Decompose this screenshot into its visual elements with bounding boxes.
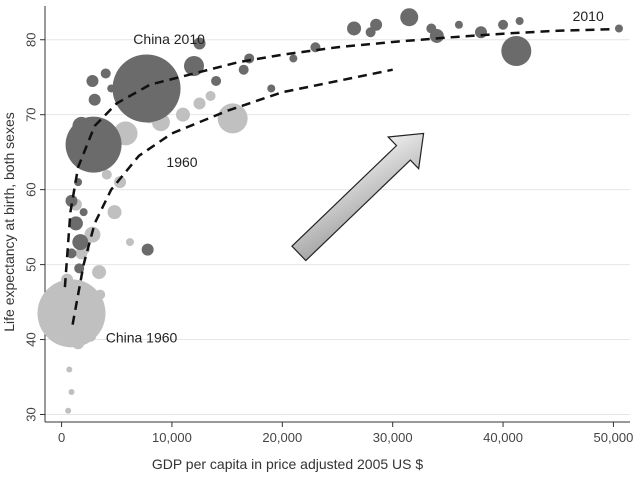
data-point-1960 (68, 389, 75, 396)
y-tick-label: 50 (23, 257, 38, 271)
data-point-2010 (289, 54, 298, 63)
data-point-1960 (72, 337, 85, 350)
data-point-2010 (426, 23, 437, 34)
data-point-1960 (65, 407, 72, 414)
data-point-2010 (86, 74, 99, 87)
x-tick-label: 20,000 (262, 430, 302, 445)
data-point-2010 (614, 24, 623, 33)
data-point-2010 (107, 84, 116, 93)
data-point-1960 (87, 294, 96, 303)
data-point-1960 (66, 366, 73, 373)
x-tick-label: 30,000 (373, 430, 413, 445)
data-point-2010 (65, 194, 78, 207)
data-point-2010 (193, 37, 206, 50)
data-point-2010 (515, 16, 524, 25)
data-point-1960 (114, 176, 127, 189)
trend-arrow (291, 132, 425, 262)
data-point-1960 (84, 329, 97, 342)
data-point-2010 (400, 8, 419, 27)
annotation-label: China 1960 (106, 330, 178, 346)
trend-line-1960 (71, 68, 393, 325)
y-tick-label: 30 (23, 407, 38, 421)
x-tick-label: 40,000 (483, 430, 523, 445)
data-point-2010 (370, 18, 383, 31)
data-point-1960 (95, 289, 106, 300)
data-point-2010 (267, 84, 276, 93)
x-axis-title: GDP per capita in price adjusted 2005 US… (152, 456, 424, 472)
arrow (291, 132, 425, 262)
trend-line-2010 (63, 27, 614, 288)
data-point-2010 (211, 75, 222, 86)
data-point-1960 (92, 265, 107, 280)
y-tick-label: 40 (23, 332, 38, 346)
data-point-2010 (347, 21, 362, 36)
y-axis-title: Life expectancy at birth, both sexes (1, 112, 17, 331)
data-point-2010 (238, 64, 249, 75)
data-point-2010 (498, 19, 509, 30)
data-point-1960 (175, 107, 190, 122)
series-2010 (65, 8, 623, 274)
data-point-2010 (100, 68, 111, 79)
data-point-2010 (68, 216, 83, 231)
data-point-2010 (66, 248, 77, 259)
data-point-2010 (74, 263, 85, 274)
annotation-label: 1960 (166, 154, 197, 170)
data-point-2010 (72, 234, 89, 251)
y-tick-label: 70 (23, 107, 38, 121)
data-point-1960 (107, 205, 122, 220)
axes: 30 40 50 60 70 80 0 10,000 20,000 30,000 40,000 50,… (1, 6, 633, 472)
annotation-label: 2010 (573, 8, 604, 24)
data-point-1960 (205, 90, 216, 101)
x-tick-label: 50,000 (594, 430, 634, 445)
annotation-label: China 2010 (133, 31, 205, 47)
data-point-1960 (125, 238, 134, 247)
data-point-2010 (365, 27, 376, 38)
data-point-2010 (501, 35, 532, 66)
y-tick-label: 60 (23, 182, 38, 196)
y-tick-label: 80 (23, 32, 38, 46)
data-point-1960 (217, 103, 248, 134)
data-point-2010 (112, 54, 181, 123)
x-tick-label: 10,000 (152, 430, 192, 445)
trend-lines (63, 27, 614, 325)
data-point-1960 (101, 169, 112, 180)
x-tick-label: 0 (58, 430, 65, 445)
labels: China 2010 1960 China 1960 2010 (106, 8, 604, 346)
data-point-2010 (79, 208, 88, 217)
data-point-1960 (61, 273, 74, 286)
data-point-2010 (88, 93, 101, 106)
data-point-2010 (454, 20, 463, 29)
data-point-2010 (141, 243, 154, 256)
data-point-1960 (193, 97, 206, 110)
data-point-2010 (72, 116, 91, 135)
